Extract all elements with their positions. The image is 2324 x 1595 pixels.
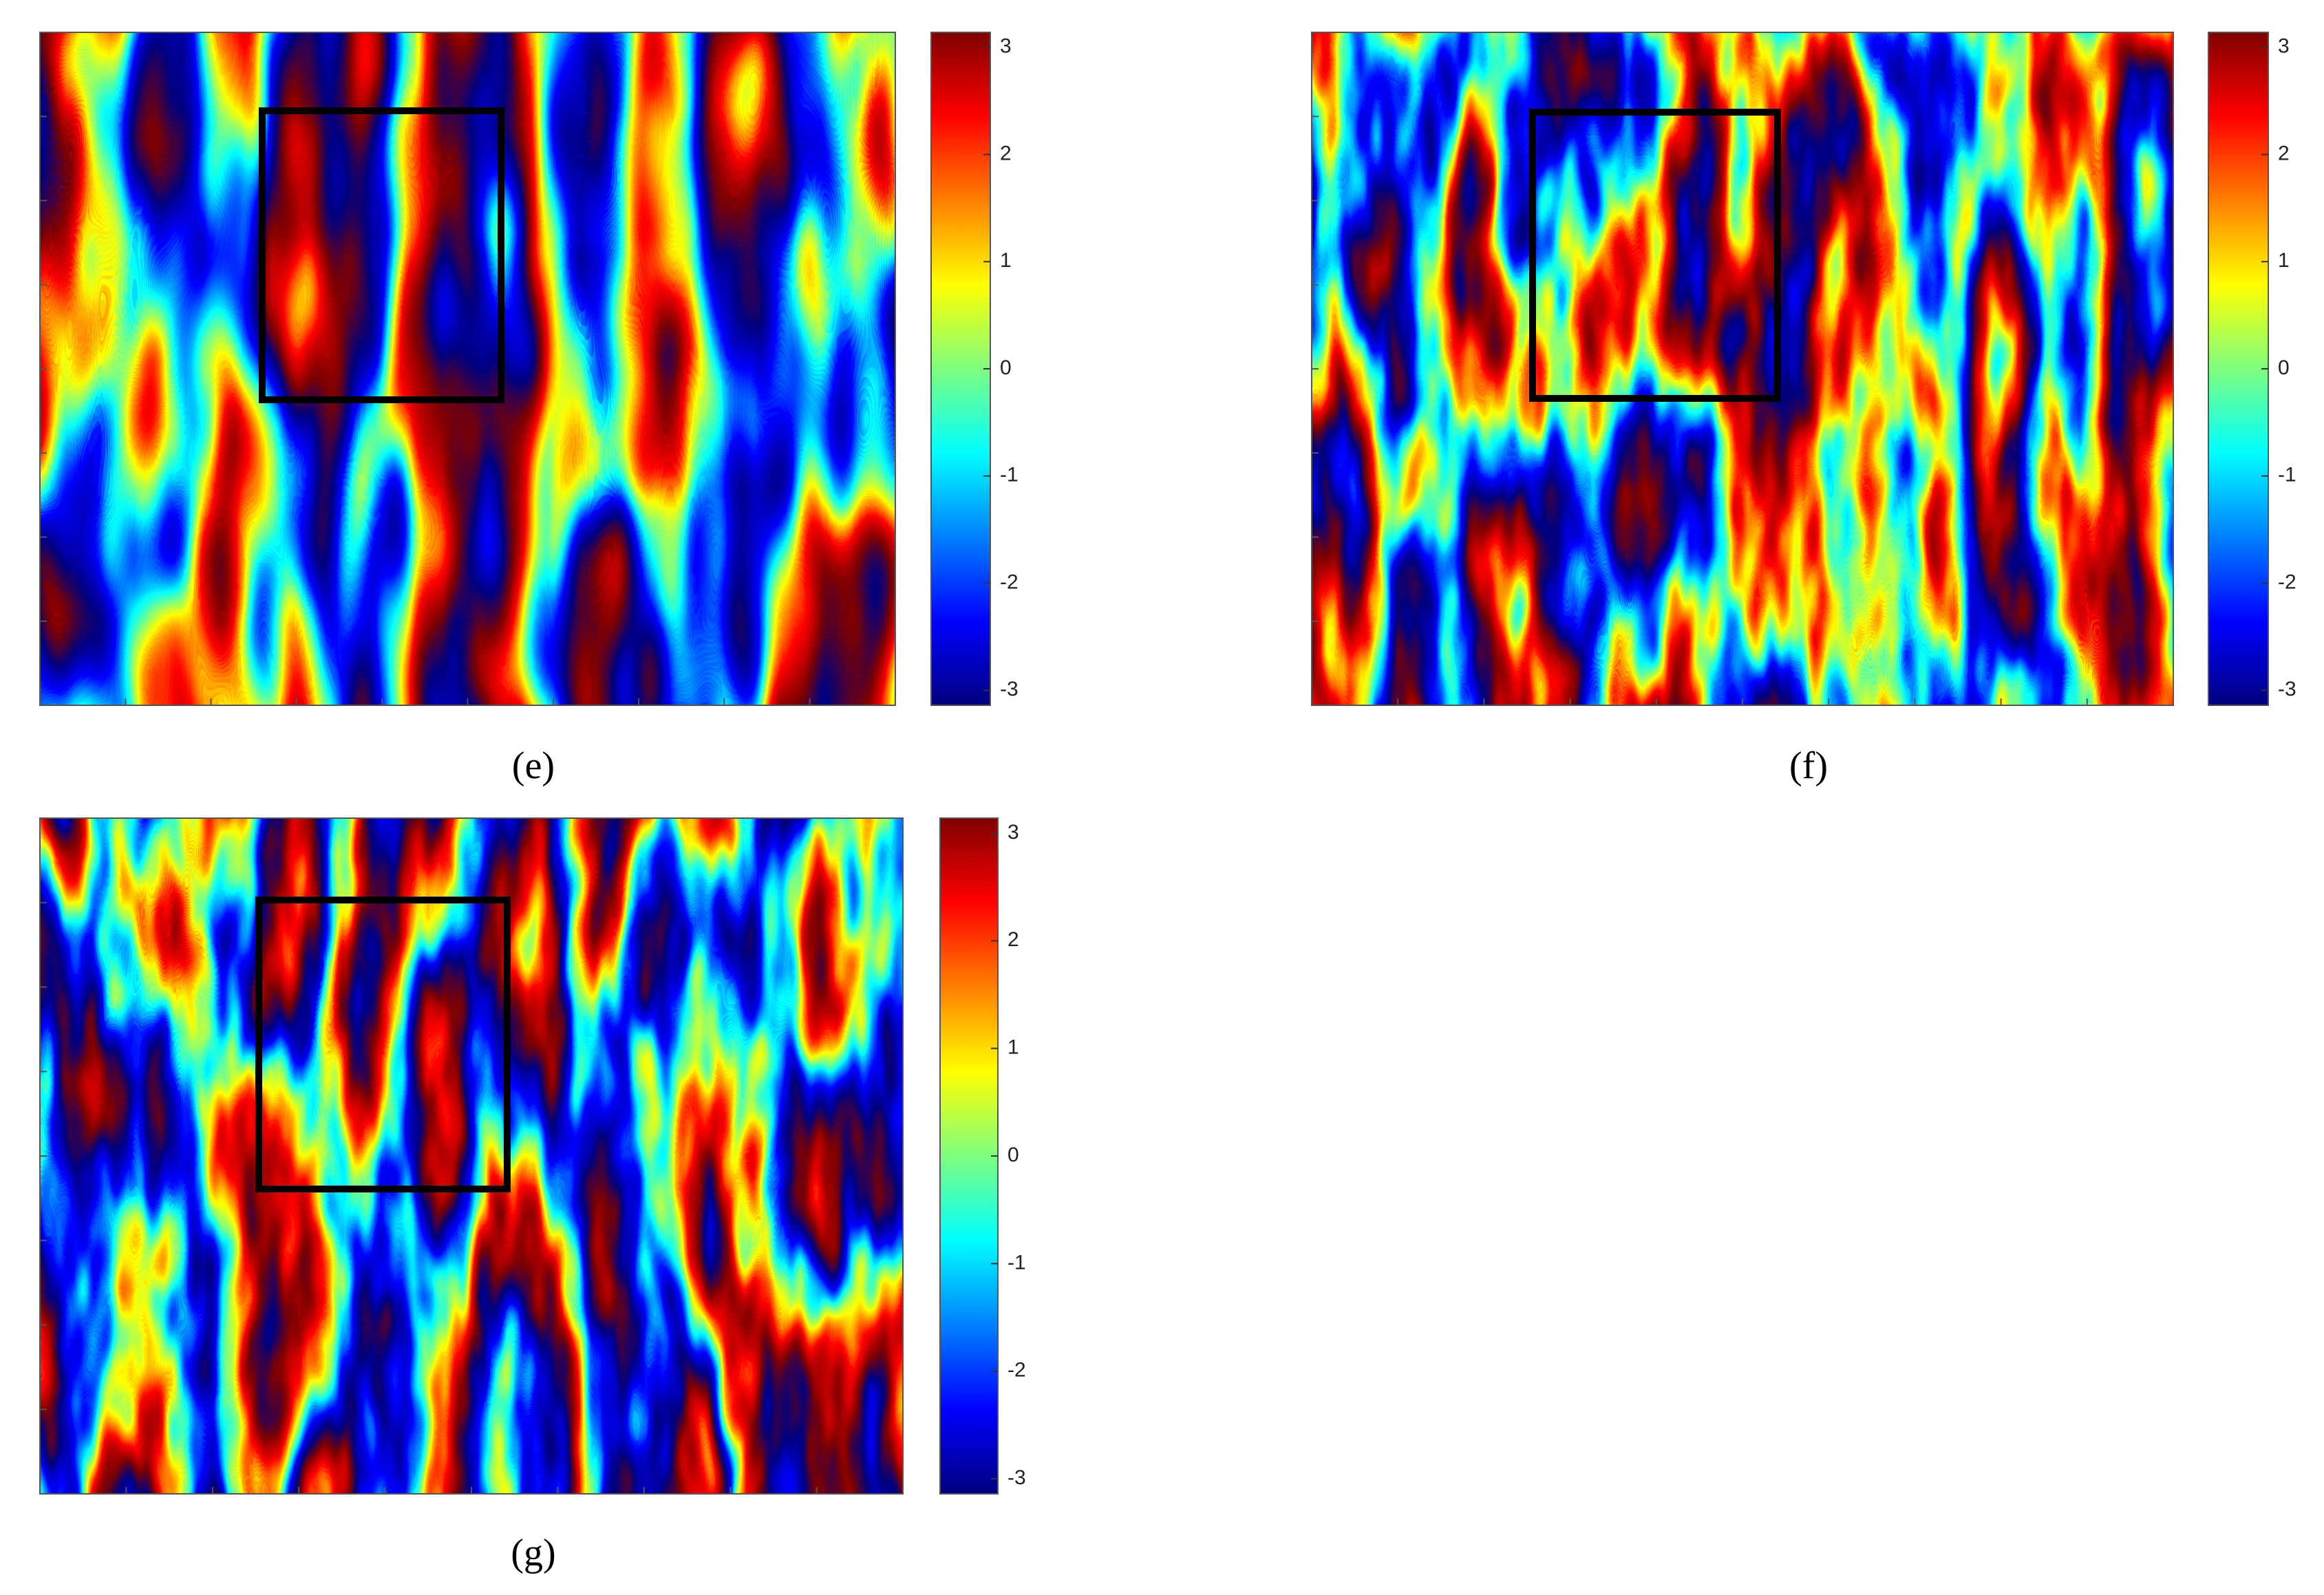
colorbar-tick-label: -1 (2278, 464, 2296, 486)
panel: 3 2 1 0 -1 -2 -3 (f) (1311, 32, 2296, 787)
roi-box (255, 897, 511, 1192)
colorbar-tick-label: 0 (1008, 1144, 1019, 1166)
colorbar-tick-label: -2 (1008, 1359, 1026, 1382)
colorbar-tick-label: 0 (1000, 356, 1012, 379)
colorbar-tick-label: 1 (1008, 1036, 1019, 1059)
roi-box (1529, 109, 1781, 402)
phase-map (40, 32, 895, 705)
phase-map (40, 818, 903, 1494)
colorbar-tick-label: -2 (2278, 570, 2296, 593)
colorbar-tick-label: 3 (2278, 35, 2290, 58)
colorbar-tick-label: 1 (2278, 249, 2290, 272)
phase-map (1312, 32, 2173, 705)
colorbar-tick-label: -3 (1008, 1466, 1026, 1489)
colorbar-tick-label: 1 (1000, 249, 1012, 272)
colorbar-tick-label: 3 (1008, 821, 1019, 844)
colorbar (2208, 32, 2269, 706)
colorbar-tick-label: -3 (1000, 678, 1019, 700)
colorbar-tick-label: -1 (1008, 1251, 1026, 1274)
panel-label: (f) (1789, 745, 1828, 787)
roi-box (259, 107, 504, 403)
colorbar-tick-label: 2 (2278, 142, 2290, 164)
panel-label: (e) (512, 745, 555, 787)
panel: 3 2 1 0 -1 -2 -3 (g) (39, 817, 1026, 1574)
colorbar (939, 817, 999, 1495)
colorbar-tick-label: 0 (2278, 356, 2290, 379)
panel: 3 2 1 0 -1 -2 -3 (e) (39, 32, 1019, 787)
colorbar-tick-label: 2 (1008, 928, 1019, 951)
panels: 3 2 1 0 -1 -2 -3 (e) 3 2 1 0 -1 -2 -3 (f) 3 2 1 0 -1 -2 -3 (g) (39, 32, 2296, 1574)
panel-label: (g) (511, 1532, 555, 1574)
colorbar-tick-label: -3 (2278, 678, 2296, 700)
colorbar-tick-label: -2 (1000, 570, 1019, 593)
colorbar-tick-label: -1 (1000, 464, 1019, 486)
colorbar-tick-label: 3 (1000, 35, 1012, 58)
colorbar (930, 32, 991, 706)
colorbar-tick-label: 2 (1000, 142, 1012, 164)
